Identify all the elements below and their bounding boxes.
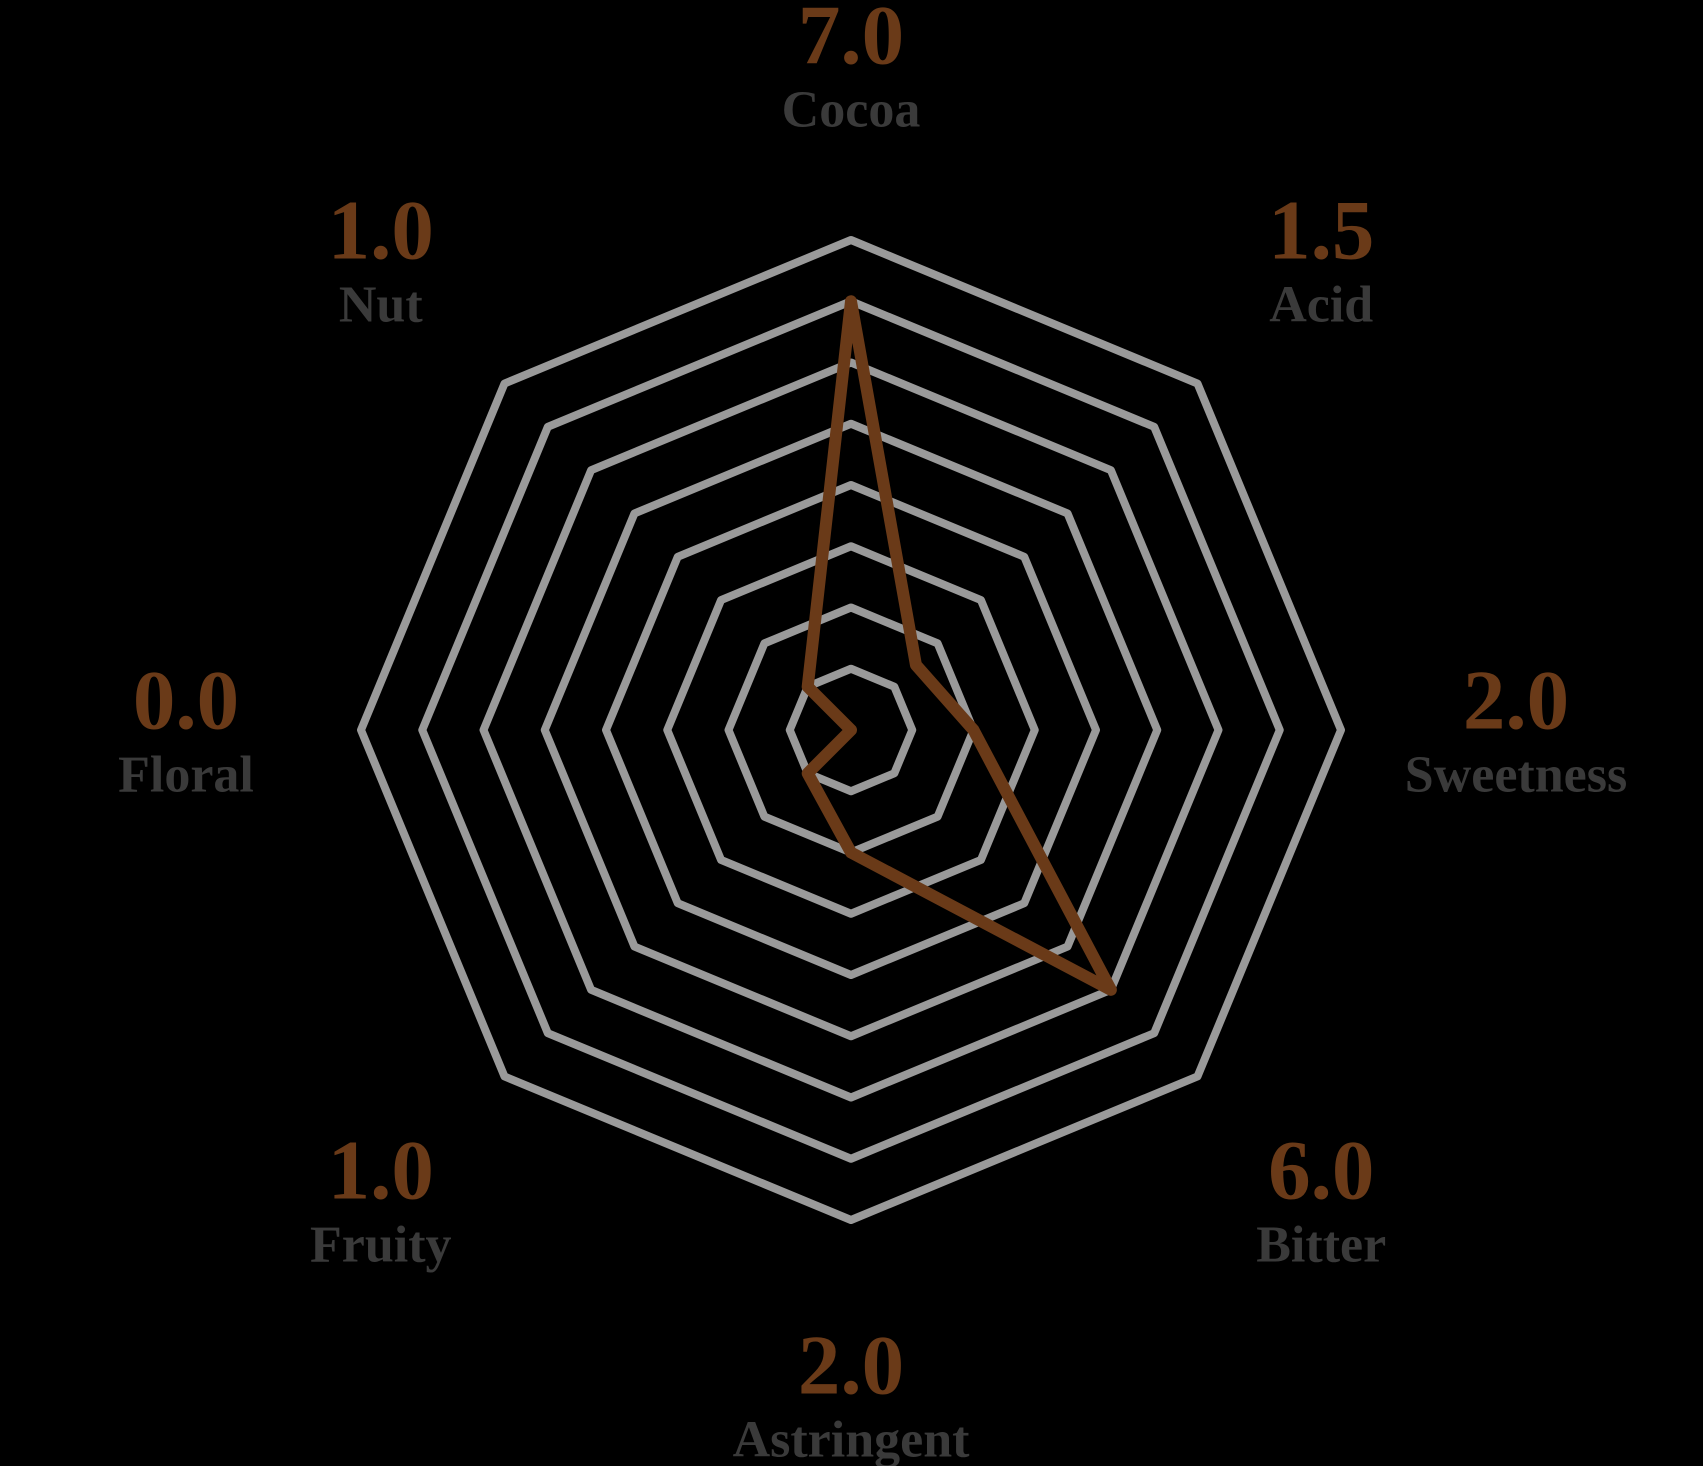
radar-chart: 7.0Cocoa1.5Acid2.0Sweetness6.0Bitter2.0A… [0, 0, 1703, 1466]
radar-svg [0, 0, 1703, 1466]
